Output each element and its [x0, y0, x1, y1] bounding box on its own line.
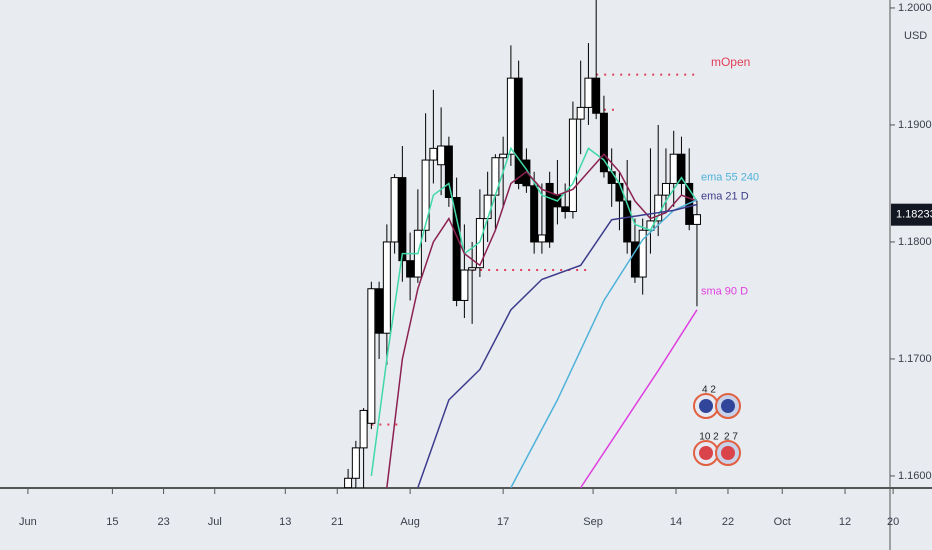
x-tick-label: Jun: [19, 516, 37, 528]
candle-body: [615, 182, 624, 202]
candle-body: [452, 196, 461, 301]
candle-body: [599, 112, 608, 173]
candle-body: [351, 447, 360, 479]
x-tick-label: Oct: [774, 516, 791, 528]
candle-body: [514, 77, 523, 184]
candle-body: [344, 477, 353, 488]
x-tick-label: Sep: [583, 516, 603, 528]
y-tick-label: 1.17000: [898, 353, 932, 365]
moving-average: [370, 146, 698, 477]
candle-body: [623, 200, 632, 243]
badge-count: 10 2: [699, 432, 719, 443]
candle-body: [367, 288, 376, 424]
candle-body: [607, 171, 616, 184]
candle-body: [398, 177, 407, 262]
flag-inner: [721, 446, 735, 460]
candle-body: [568, 118, 577, 213]
candle-body: [630, 241, 639, 278]
x-tick-label: Jul: [208, 516, 222, 528]
last-price-label: 1.18233: [896, 209, 932, 221]
moving-average: [417, 203, 698, 488]
y-tick-label: 1.20000: [898, 2, 932, 14]
badge-count: 2 7: [724, 432, 738, 443]
candle-body: [390, 177, 399, 243]
moving-average: [386, 153, 698, 488]
candle-body: [576, 106, 585, 120]
candle-body: [522, 159, 531, 187]
candle-body: [537, 234, 546, 243]
candle-body: [499, 153, 508, 159]
candle-body: [530, 185, 539, 243]
candle-body: [444, 145, 453, 198]
ma-label: ema 55 240: [701, 172, 759, 184]
moving-average: [580, 309, 698, 488]
candle-body: [468, 267, 477, 271]
candle-body: [375, 288, 384, 334]
x-tick-label: 23: [157, 516, 169, 528]
flag-inner: [699, 399, 713, 413]
x-tick-label: Aug: [400, 516, 420, 528]
candle-body: [460, 269, 469, 301]
y-tick-label: 1.16000: [898, 470, 932, 482]
candle-body: [545, 182, 554, 243]
candle-body: [692, 214, 701, 225]
level-label: mOpen: [711, 55, 750, 69]
candle-body: [359, 409, 368, 449]
candle-body: [475, 218, 484, 269]
x-tick-label: 20: [887, 516, 899, 528]
x-tick-label: 15: [106, 516, 118, 528]
candle-body: [429, 147, 438, 161]
currency-label: USD: [904, 30, 927, 42]
flag-inner: [699, 446, 713, 460]
x-tick-label: 17: [497, 516, 509, 528]
y-tick-label: 1.19000: [898, 119, 932, 131]
candle-body: [584, 77, 593, 108]
x-tick-label: 14: [670, 516, 682, 528]
candle-body: [382, 241, 391, 334]
last-price-box: [891, 203, 932, 226]
candle-body: [506, 77, 515, 155]
candle-body: [421, 159, 430, 231]
candle-body: [561, 206, 570, 213]
candle-body: [661, 182, 670, 196]
candle-body: [592, 77, 601, 114]
x-tick-label: 22: [722, 516, 734, 528]
badge-count: 4 2: [702, 385, 716, 396]
y-tick-label: 1.18000: [898, 236, 932, 248]
flag-inner: [721, 399, 735, 413]
ma-label: sma 90 D: [701, 286, 748, 298]
plot: [344, 0, 701, 488]
candle-body: [437, 145, 446, 166]
moving-average: [510, 199, 698, 488]
candle-body: [406, 260, 415, 278]
candle-body: [638, 229, 647, 278]
candle-body: [483, 194, 492, 220]
x-tick-label: 12: [839, 516, 851, 528]
ma-label: ema 21 D: [701, 190, 749, 202]
candle-body: [669, 153, 678, 184]
candle-body: [677, 153, 686, 184]
x-tick-label: 13: [279, 516, 291, 528]
x-tick-label: 21: [331, 516, 343, 528]
